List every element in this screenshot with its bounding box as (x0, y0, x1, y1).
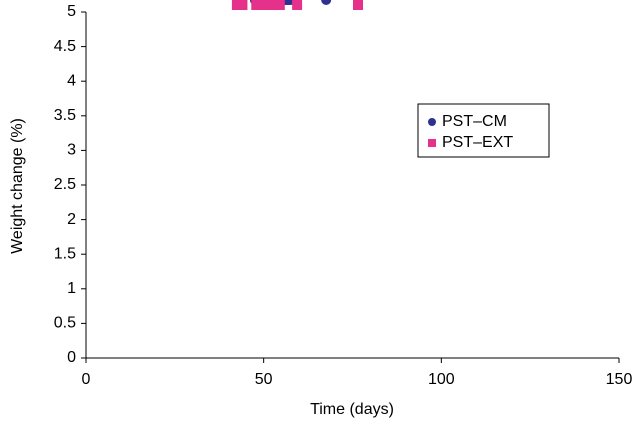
legend-swatch (428, 139, 436, 147)
y-tick-label: 2 (67, 211, 76, 228)
y-tick-label: 0 (67, 349, 76, 366)
y-tick-label: 4 (67, 72, 76, 89)
point (257, 0, 268, 10)
point (353, 0, 363, 10)
y-tick-label: 4.5 (54, 38, 76, 55)
x-tick-label: 100 (428, 371, 455, 388)
legend (417, 103, 550, 158)
point (231, 0, 242, 10)
point (292, 0, 303, 10)
y-tick-label: 2.5 (54, 176, 76, 193)
y-tick-label: 1.5 (54, 245, 76, 262)
point (267, 0, 278, 10)
y-axis-label: Weight change (%) (9, 118, 26, 254)
point (321, 0, 332, 5)
y-tick-label: 3 (67, 142, 76, 159)
legend-label: PST–EXT (442, 134, 513, 151)
y-tick-label: 1 (67, 280, 76, 297)
legend-swatch (428, 118, 436, 126)
point (251, 0, 262, 10)
y-tick-label: 5 (67, 3, 76, 20)
x-tick-label: 50 (255, 371, 273, 388)
legend-label: PST–CM (442, 113, 507, 130)
y-tick-label: 3.5 (54, 107, 76, 124)
x-tick-label: 0 (82, 371, 91, 388)
y-tick-label: 0.5 (54, 315, 76, 332)
x-tick-label: 150 (606, 371, 633, 388)
x-axis-label: Time (days) (310, 401, 394, 418)
